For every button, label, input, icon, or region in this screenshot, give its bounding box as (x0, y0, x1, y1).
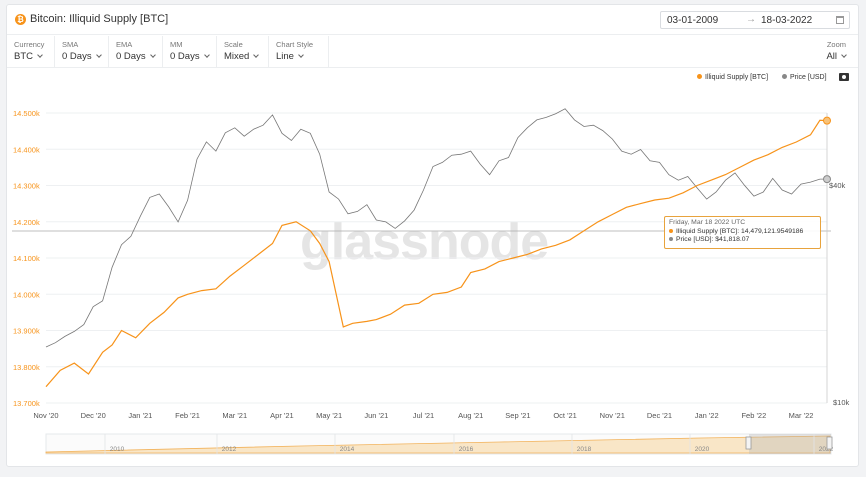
navigator-handle-right (826, 436, 833, 450)
bitcoin-icon: ₿ (15, 14, 26, 25)
sma-value[interactable]: 0 Days (62, 51, 102, 62)
x-tick-label: Nov '20 (33, 411, 58, 420)
navigator-tick-label: 2016 (459, 446, 474, 453)
navigator-tick-label: 2020 (695, 446, 710, 453)
sma-select[interactable]: SMA 0 Days (55, 36, 109, 68)
x-tick-label: Nov '21 (600, 411, 625, 420)
scale-select[interactable]: Scale Mixed (217, 36, 269, 68)
calendar-icon[interactable] (836, 16, 844, 24)
sma-label: SMA (62, 40, 79, 49)
date-range-picker[interactable]: 03-01-2009 → 18-03-2022 (660, 11, 850, 29)
x-tick-label: Sep '21 (505, 411, 530, 420)
ema-label: EMA (116, 40, 133, 49)
legend-illiquid-supply[interactable]: Illiquid Supply [BTC] (697, 74, 768, 81)
x-tick-label: Mar '22 (789, 411, 814, 420)
y-right-tick-label: $40k (829, 181, 846, 190)
tooltip-dot-gray (669, 237, 673, 241)
currency-value[interactable]: BTC (14, 51, 43, 62)
currency-label: Currency (14, 40, 45, 49)
y-tick-label: 13.900k (13, 327, 40, 336)
chart-style-label: Chart Style (276, 40, 314, 49)
navigator-handle-left (745, 436, 752, 450)
series-line-price (45, 108, 827, 348)
x-tick-label: May '21 (316, 411, 342, 420)
tooltip-price-value: Price [USD]: $41,818.07 (676, 236, 750, 243)
zoom-value[interactable]: All (826, 51, 847, 62)
currency-select[interactable]: Currency BTC (7, 36, 55, 68)
hover-point-price (823, 175, 831, 184)
mm-label: MM (170, 40, 183, 49)
y-tick-label: 14.500k (13, 109, 40, 118)
x-tick-label: Jan '22 (695, 411, 719, 420)
x-tick-label: Oct '21 (553, 411, 577, 420)
navigator-tick-label: 2010 (110, 446, 125, 453)
watermark: glassnode (300, 213, 549, 271)
tooltip-supply-value: Illiquid Supply [BTC]: 14,479,121.954918… (676, 227, 804, 235)
y-tick-label: 13.800k (13, 363, 40, 372)
scale-value[interactable]: Mixed (224, 51, 260, 62)
navigator-tick-label: 2022 (819, 446, 834, 453)
x-tick-label: Dec '21 (647, 411, 672, 420)
scale-label: Scale (224, 40, 243, 49)
x-tick-label: Aug '21 (458, 411, 483, 420)
tooltip-date: Friday, Mar 18 2022 UTC (669, 219, 746, 226)
x-tick-label: Apr '21 (270, 411, 294, 420)
y-tick-label: 14.400k (13, 145, 40, 154)
chart-header: ₿ Bitcoin: Illiquid Supply [BTC] 03-01-2… (7, 5, 858, 35)
x-tick-label: Feb '21 (175, 411, 200, 420)
camera-icon[interactable] (839, 73, 849, 81)
chart-tooltip: Friday, Mar 18 2022 UTC Illiquid Supply … (664, 216, 821, 249)
tooltip-dot-orange (669, 228, 673, 233)
legend-label: Illiquid Supply [BTC] (705, 74, 769, 81)
zoom-select[interactable]: Zoom All (816, 36, 847, 68)
zoom-label: Zoom (826, 40, 846, 49)
y-tick-label: 14.200k (13, 218, 40, 227)
x-tick-label: Jun '21 (364, 411, 388, 420)
y-tick-label: 14.100k (13, 254, 40, 263)
tooltip-row-price: Price [USD]: $41,818.07 (669, 236, 816, 245)
navigator-series (45, 435, 831, 454)
legend-price[interactable]: Price [USD] (782, 74, 827, 81)
hover-point-supply (823, 116, 831, 125)
x-tick-label: Jan '21 (128, 411, 152, 420)
date-from[interactable]: 03-01-2009 (667, 15, 719, 26)
series-line-illiquid-supply (45, 119, 828, 388)
x-tick-label: Jul '21 (413, 411, 434, 420)
chart-title: Bitcoin: Illiquid Supply [BTC] (30, 13, 169, 25)
chart-style-select[interactable]: Chart Style Line (269, 36, 329, 68)
y-right-tick-label: $10k (833, 398, 850, 407)
chart-style-value[interactable]: Line (276, 51, 304, 62)
mm-select[interactable]: MM 0 Days (163, 36, 217, 68)
mm-value[interactable]: 0 Days (170, 51, 210, 62)
arrow-right-icon: → (746, 14, 756, 25)
navigator-selection (749, 434, 831, 454)
y-tick-label: 14.000k (13, 290, 40, 299)
tooltip-row-supply: Illiquid Supply [BTC]: 14,479,121.954918… (669, 228, 816, 237)
ema-select[interactable]: EMA 0 Days (109, 36, 163, 68)
navigator-tick-label: 2018 (577, 446, 592, 453)
legend-dot-gray (782, 74, 787, 79)
x-tick-label: Feb '22 (741, 411, 766, 420)
legend-label: Price [USD] (790, 74, 827, 81)
y-tick-label: 14.300k (13, 182, 40, 191)
legend-dot-orange (697, 74, 702, 79)
x-tick-label: Dec '20 (81, 411, 106, 420)
y-tick-label: 13.700k (13, 399, 40, 408)
date-to[interactable]: 18-03-2022 (761, 15, 813, 26)
x-tick-label: Mar '21 (222, 411, 247, 420)
navigator-tick-label: 2014 (340, 446, 355, 453)
ema-value[interactable]: 0 Days (116, 51, 156, 62)
chart-controls: Currency BTC SMA 0 Days EMA 0 Days MM 0 … (7, 36, 858, 68)
navigator-tick-label: 2012 (222, 446, 237, 453)
